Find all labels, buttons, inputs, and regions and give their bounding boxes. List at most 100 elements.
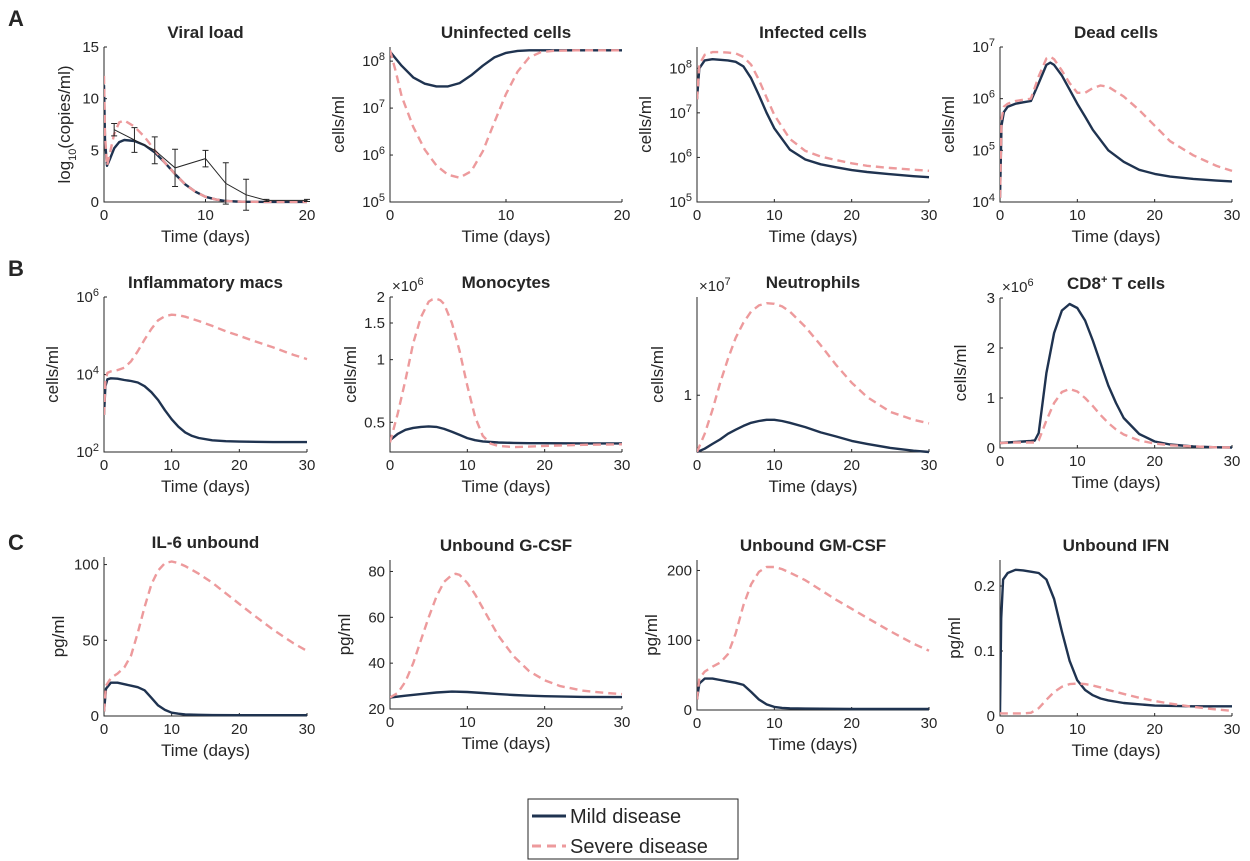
subplot-8: 0 10 20 30 0 1 2 3 ×106 CD8+ T cells Time (days) ce…	[951, 274, 1240, 492]
x-tick-label: 0	[693, 715, 701, 732]
series-group	[104, 313, 308, 444]
plot-title: IL-6 unbound	[152, 533, 260, 552]
subplot-5: 0 10 20 30 102 104 106 Inflammatory macs Time (d…	[43, 273, 315, 496]
legend-label-severe: Severe disease	[570, 836, 708, 858]
y-tick-label: 1	[987, 390, 995, 407]
y-tick-label: 102	[76, 442, 99, 461]
subplot-3: 0 10 20 30 105 106 107 108 Infected cells Time (d…	[636, 23, 937, 246]
x-tick-label: 0	[100, 207, 108, 224]
subplot-12: 0 10 20 30 0 0.1 0.2 Unbound IFN Time (days) pg/m…	[945, 536, 1240, 760]
x-tick-label: 0	[996, 207, 1004, 224]
subplot-11: 0 10 20 30 0 100 200 Unbound GM-CSF Time (days) p…	[642, 536, 937, 754]
x-tick-label: 30	[1224, 207, 1241, 224]
x-tick-label: 0	[693, 207, 701, 224]
x-axis-label: Time (days)	[161, 227, 250, 246]
x-tick-label: 20	[843, 207, 860, 224]
x-axis-label: Time (days)	[768, 477, 857, 496]
x-tick-label: 20	[843, 457, 860, 474]
axis-multiplier: ×107	[699, 276, 731, 295]
error-bar	[263, 198, 270, 202]
error-bar	[243, 178, 250, 211]
y-tick-label: 20	[368, 701, 385, 718]
subplot-9: 0 10 20 30 0 50 100 IL-6 unbound Time (days) pg/m…	[49, 533, 315, 760]
y-axis-label: cells/ml	[329, 96, 348, 153]
x-axis-label: Time (days)	[461, 734, 550, 753]
y-tick-label: 0	[91, 194, 99, 211]
series-line-severe	[390, 49, 622, 179]
series-line-severe	[390, 297, 623, 449]
subplot-6: 0 10 20 30 0.5 1 1.5 2 ×106 Monocytes Time (days) c…	[341, 273, 630, 496]
plot-title: Unbound IFN	[1063, 536, 1170, 555]
plot-title: Uninfected cells	[441, 23, 571, 42]
x-tick-label: 10	[766, 207, 783, 224]
x-tick-label: 0	[996, 453, 1004, 470]
y-tick-label: 40	[368, 655, 385, 672]
axes	[389, 47, 622, 203]
series-line-mild	[1000, 302, 1233, 449]
y-axis-label: cells/ml	[636, 96, 655, 153]
series-line-severe	[104, 75, 307, 204]
series-group	[697, 565, 930, 711]
axis-multiplier: ×106	[1002, 277, 1034, 296]
series-line-mild	[104, 681, 307, 717]
series-line-severe	[1000, 682, 1233, 715]
x-axis-label: Time (days)	[1071, 227, 1160, 246]
error-bar	[222, 162, 229, 205]
x-tick-label: 10	[459, 457, 476, 474]
series-line-mild	[697, 418, 930, 454]
y-tick-label: 100	[667, 632, 692, 649]
x-tick-label: 30	[614, 457, 631, 474]
x-tick-label: 0	[100, 721, 108, 738]
plot-title: CD8+ T cells	[1067, 274, 1165, 293]
y-tick-label: 10	[82, 91, 99, 108]
series-line-mild	[1000, 568, 1232, 713]
x-tick-label: 10	[766, 457, 783, 474]
series-group	[697, 302, 930, 454]
x-tick-label: 10	[766, 715, 783, 732]
y-tick-label: 0.1	[974, 643, 995, 660]
y-axis-label: cells/ml	[951, 345, 970, 402]
y-tick-label: 15	[82, 39, 99, 56]
panel-label-a: A	[8, 6, 24, 31]
error-bar	[304, 198, 310, 202]
y-tick-label: 105	[972, 140, 995, 159]
x-tick-label: 10	[1069, 721, 1086, 738]
x-axis-label: Time (days)	[461, 227, 550, 246]
y-tick-label: 100	[74, 557, 99, 574]
y-axis-label: cells/ml	[939, 96, 958, 153]
x-tick-label: 10	[459, 714, 476, 731]
y-tick-label: 106	[362, 145, 385, 164]
x-tick-label: 20	[843, 715, 860, 732]
subplot-7: 0 10 20 30 1 ×107 Neutrophils Time (days) cells/…	[648, 273, 937, 496]
x-tick-label: 10	[197, 207, 214, 224]
x-axis-label: Time (days)	[768, 735, 857, 754]
data-line	[113, 129, 307, 201]
y-axis-label: pg/ml	[49, 616, 68, 658]
axes	[999, 298, 1232, 449]
subplot-2: 0 10 20 105 106 107 108 Uninfected cells Time (d…	[329, 23, 630, 246]
series-line-severe	[697, 50, 930, 172]
y-tick-label: 0	[91, 708, 99, 725]
x-tick-label: 0	[100, 457, 108, 474]
axes	[999, 560, 1232, 717]
data-points	[111, 122, 310, 211]
y-tick-label: 105	[362, 192, 385, 211]
y-axis-label: cells/ml	[43, 346, 62, 403]
series-group	[1000, 55, 1233, 198]
series-group	[390, 297, 623, 449]
series-line-mild	[697, 677, 929, 711]
y-tick-label: 106	[972, 89, 995, 108]
legend-box	[527, 798, 739, 860]
axes	[103, 297, 307, 453]
x-tick-label: 0	[386, 207, 394, 224]
x-tick-label: 30	[299, 721, 316, 738]
series-line-mild	[390, 49, 622, 88]
plot-title: Viral load	[167, 23, 243, 42]
x-tick-label: 10	[1069, 453, 1086, 470]
error-bar	[131, 127, 138, 153]
x-tick-label: 20	[614, 207, 631, 224]
x-tick-label: 20	[231, 721, 248, 738]
x-tick-label: 30	[1224, 721, 1241, 738]
x-tick-label: 30	[299, 457, 316, 474]
y-axis-label: cells/ml	[341, 346, 360, 403]
